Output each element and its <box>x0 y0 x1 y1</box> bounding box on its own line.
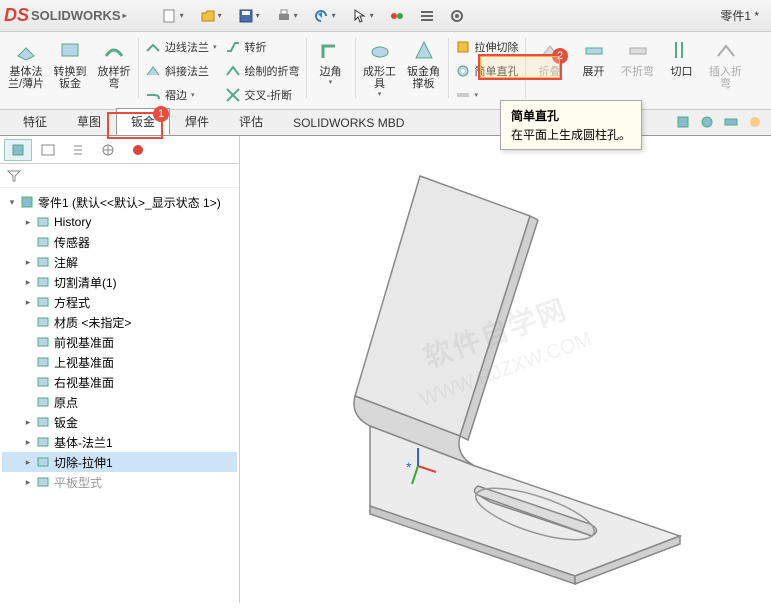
tree-item[interactable]: ▸切除-拉伸1 <box>2 452 237 472</box>
forming-tool-button[interactable]: 成形工 具▾ <box>358 34 402 109</box>
jog-button[interactable]: 转折 <box>221 36 304 58</box>
no-bends-button[interactable]: 不折弯 <box>616 34 660 109</box>
tooltip-title: 简单直孔 <box>511 107 631 124</box>
tree-root[interactable]: ▾ 零件1 (默认<<默认>_显示状态 1>) <box>2 192 237 212</box>
settings-button[interactable] <box>443 4 471 28</box>
chevron-down-icon[interactable]: ▸ <box>123 11 135 20</box>
doc-title: 零件1 * <box>720 7 767 24</box>
tab-evaluate[interactable]: 评估 <box>224 108 278 135</box>
brand-name: SOLIDWORKS <box>31 8 121 23</box>
simple-hole-hover <box>480 56 560 78</box>
convert-sheetmetal-button[interactable]: 转换到 钣金 <box>48 34 92 109</box>
tree-item[interactable]: ▸平板型式 <box>2 472 237 492</box>
gusset-button[interactable]: 钣金角 撑板 <box>402 34 446 109</box>
funnel-icon <box>6 168 22 184</box>
tree-item[interactable]: ▸基体-法兰1 <box>2 432 237 452</box>
hide-show-icon[interactable] <box>721 113 741 131</box>
main-area: ▾ 零件1 (默认<<默认>_显示状态 1>) ▸History传感器▸注解▸切… <box>0 136 771 603</box>
tab-features[interactable]: 特征 <box>8 108 62 135</box>
tree-filter[interactable] <box>0 164 239 188</box>
rip-button[interactable]: 切口 <box>660 34 704 109</box>
options-button[interactable] <box>413 4 441 28</box>
loft-bend-button[interactable]: 放样折 弯 <box>92 34 136 109</box>
tree-item[interactable]: 传感器 <box>2 232 237 252</box>
logo-ds-icon: DS <box>4 5 29 26</box>
sketched-bend-button[interactable]: 绘制的折弯 <box>221 60 304 82</box>
tree-item[interactable]: ▸方程式 <box>2 292 237 312</box>
ribbon: 基体法 兰/薄片 转换到 钣金 放样折 弯 边线法兰▾ 斜接法兰 褶边▾ 转折 … <box>0 32 771 110</box>
undo-button[interactable]: ▾ <box>307 4 343 28</box>
appearance-icon[interactable] <box>745 113 765 131</box>
graphics-viewport[interactable]: * 软件自学网 WWW.RJZXW.COM <box>240 136 771 603</box>
tab-weldments[interactable]: 焊件 <box>170 108 224 135</box>
base-flange-button[interactable]: 基体法 兰/薄片 <box>4 34 48 109</box>
unfold-button[interactable]: 展开 <box>572 34 616 109</box>
miter-flange-button[interactable]: 斜接法兰 <box>141 60 221 82</box>
save-button[interactable]: ▾ <box>231 4 267 28</box>
hem-button[interactable]: 褶边▾ <box>141 84 221 106</box>
tree-tabs <box>0 136 239 164</box>
property-tab[interactable] <box>34 139 62 161</box>
quick-access-toolbar: ▾ ▾ ▾ ▾ ▾ ▾ <box>155 4 471 28</box>
tree-item[interactable]: ▸注解 <box>2 252 237 272</box>
tooltip: 简单直孔 在平面上生成圆柱孔。 <box>500 100 642 150</box>
title-bar: DS SOLIDWORKS ▸ ▾ ▾ ▾ ▾ ▾ ▾ 零件1 * <box>0 0 771 32</box>
tree-item[interactable]: ▸切割清单(1) <box>2 272 237 292</box>
tree-item[interactable]: 材质 <未指定> <box>2 312 237 332</box>
print-button[interactable]: ▾ <box>269 4 305 28</box>
tree-item[interactable]: ▸钣金 <box>2 412 237 432</box>
callout-1: 1 <box>107 112 163 139</box>
new-button[interactable]: ▾ <box>155 4 191 28</box>
tree-item[interactable]: ▸History <box>2 212 237 232</box>
view-orientation-icon[interactable] <box>673 113 693 131</box>
app-logo: DS SOLIDWORKS ▸ <box>4 5 135 26</box>
display-style-icon[interactable] <box>697 113 717 131</box>
cross-break-button[interactable]: 交叉-折断 <box>221 84 304 106</box>
feature-tree-panel: ▾ 零件1 (默认<<默认>_显示状态 1>) ▸History传感器▸注解▸切… <box>0 136 240 603</box>
dimxpert-tab[interactable] <box>94 139 122 161</box>
tooltip-desc: 在平面上生成圆柱孔。 <box>511 126 631 143</box>
tree-item[interactable]: 右视基准面 <box>2 372 237 392</box>
feature-tree-tab[interactable] <box>4 139 32 161</box>
feature-tree: ▾ 零件1 (默认<<默认>_显示状态 1>) ▸History传感器▸注解▸切… <box>0 188 239 496</box>
tree-item[interactable]: 原点 <box>2 392 237 412</box>
part-model: * <box>240 136 771 603</box>
open-button[interactable]: ▾ <box>193 4 229 28</box>
tree-item[interactable]: 上视基准面 <box>2 352 237 372</box>
rebuild-button[interactable] <box>383 4 411 28</box>
insert-bends-button[interactable]: 插入折 弯 <box>704 34 748 109</box>
svg-text:*: * <box>406 459 412 475</box>
display-tab[interactable] <box>124 139 152 161</box>
select-button[interactable]: ▾ <box>345 4 381 28</box>
edge-flange-button[interactable]: 边线法兰▾ <box>141 36 221 58</box>
config-tab[interactable] <box>64 139 92 161</box>
corner-button[interactable]: 边角▾ <box>309 34 353 109</box>
tab-mbd[interactable]: SOLIDWORKS MBD <box>278 111 419 135</box>
tree-item[interactable]: 前视基准面 <box>2 332 237 352</box>
